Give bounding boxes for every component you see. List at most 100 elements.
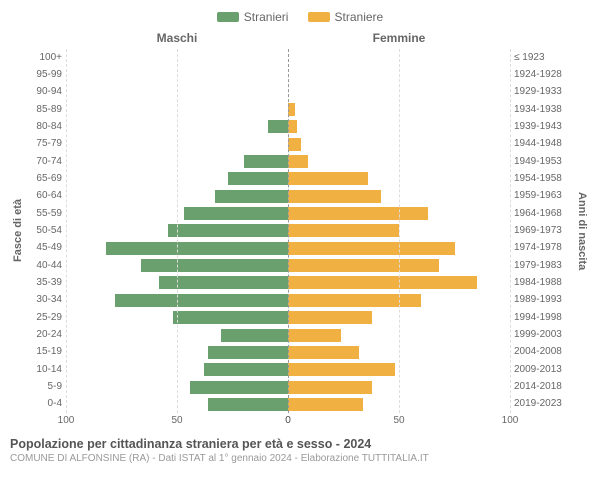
bar-female	[288, 138, 301, 151]
bar-row-male	[66, 118, 288, 135]
bar-row-male	[66, 396, 288, 413]
bar-row-female	[288, 118, 510, 135]
bar-row-female	[288, 309, 510, 326]
birth-year-label: 1929-1933	[510, 84, 574, 101]
bar-row-male	[66, 170, 288, 187]
birth-year-label: 2004-2008	[510, 344, 574, 361]
age-label: 70-74	[26, 153, 66, 170]
column-headers: Maschi Femmine	[66, 31, 510, 49]
bar-female	[288, 311, 372, 324]
bars-area	[66, 49, 510, 413]
bar-row-female	[288, 292, 510, 309]
header-male: Maschi	[66, 31, 288, 49]
bar-male	[173, 311, 288, 324]
x-tick-label: 100	[58, 415, 75, 426]
birth-year-label: 1949-1953	[510, 153, 574, 170]
legend-item-male: Stranieri	[217, 10, 289, 24]
birth-year-label: 1934-1938	[510, 101, 574, 118]
bar-male	[159, 276, 288, 289]
bar-row-female	[288, 222, 510, 239]
birth-year-label: 1954-1958	[510, 170, 574, 187]
bar-female	[288, 294, 421, 307]
bar-female	[288, 224, 399, 237]
bar-row-female	[288, 153, 510, 170]
birth-year-label: 1974-1978	[510, 240, 574, 257]
age-label: 45-49	[26, 240, 66, 257]
population-pyramid-chart: Fasce di età 100+95-9990-9485-8980-8475-…	[10, 31, 590, 431]
bar-female	[288, 363, 395, 376]
chart-legend: Stranieri Straniere	[10, 10, 590, 25]
bar-male	[208, 398, 288, 411]
bar-male	[190, 381, 288, 394]
bar-female	[288, 259, 439, 272]
birth-year-labels: ≤ 19231924-19281929-19331934-19381939-19…	[510, 31, 574, 431]
birth-year-label: 1984-1988	[510, 274, 574, 291]
x-tick-label: 100	[502, 415, 519, 426]
bar-female	[288, 190, 381, 203]
bar-female	[288, 381, 372, 394]
bar-row-female	[288, 66, 510, 83]
bar-female	[288, 207, 428, 220]
age-label: 50-54	[26, 222, 66, 239]
bars-female	[288, 49, 510, 413]
bar-male	[184, 207, 288, 220]
age-label: 60-64	[26, 188, 66, 205]
age-group-labels: 100+95-9990-9485-8980-8475-7970-7465-696…	[26, 31, 66, 431]
bar-row-male	[66, 257, 288, 274]
age-label: 90-94	[26, 84, 66, 101]
bar-row-male	[66, 344, 288, 361]
bar-row-male	[66, 309, 288, 326]
birth-year-label: 1959-1963	[510, 188, 574, 205]
bar-row-female	[288, 327, 510, 344]
age-label: 100+	[26, 49, 66, 66]
bar-male	[168, 224, 288, 237]
x-tick-label: 0	[285, 415, 291, 426]
birth-year-label: 2019-2023	[510, 396, 574, 413]
bar-row-female	[288, 344, 510, 361]
bars-male	[66, 49, 288, 413]
age-label: 15-19	[26, 344, 66, 361]
bar-row-male	[66, 379, 288, 396]
bar-row-male	[66, 292, 288, 309]
yaxis-label-left: Fasce di età	[10, 31, 26, 431]
bar-row-male	[66, 66, 288, 83]
birth-year-label: 1944-1948	[510, 136, 574, 153]
age-label: 30-34	[26, 292, 66, 309]
bar-male	[141, 259, 288, 272]
age-label: 75-79	[26, 136, 66, 153]
age-label: 10-14	[26, 361, 66, 378]
legend-item-female: Straniere	[308, 10, 384, 24]
bar-row-male	[66, 274, 288, 291]
bar-row-male	[66, 136, 288, 153]
chart-source: COMUNE DI ALFONSINE (RA) - Dati ISTAT al…	[10, 453, 590, 464]
bar-row-female	[288, 84, 510, 101]
bar-female	[288, 172, 368, 185]
bar-row-female	[288, 257, 510, 274]
bar-row-female	[288, 49, 510, 66]
birth-year-label: 1939-1943	[510, 118, 574, 135]
birth-year-label: 1979-1983	[510, 257, 574, 274]
bar-row-female	[288, 240, 510, 257]
age-label: 40-44	[26, 257, 66, 274]
bar-male	[221, 329, 288, 342]
bar-row-female	[288, 379, 510, 396]
x-axis: 100500 050100	[66, 413, 510, 431]
age-label: 85-89	[26, 101, 66, 118]
bar-female	[288, 276, 477, 289]
bar-male	[115, 294, 288, 307]
bar-female	[288, 120, 297, 133]
birth-year-label: 1924-1928	[510, 66, 574, 83]
bar-row-female	[288, 101, 510, 118]
bar-row-female	[288, 170, 510, 187]
bar-row-male	[66, 188, 288, 205]
birth-year-label: 1989-1993	[510, 292, 574, 309]
age-label: 95-99	[26, 66, 66, 83]
age-label: 0-4	[26, 396, 66, 413]
birth-year-label: 1964-1968	[510, 205, 574, 222]
header-female: Femmine	[288, 31, 510, 49]
chart-title: Popolazione per cittadinanza straniera p…	[10, 437, 590, 451]
bar-male	[215, 190, 288, 203]
swatch-male	[217, 12, 239, 22]
bar-male	[208, 346, 288, 359]
age-label: 25-29	[26, 309, 66, 326]
